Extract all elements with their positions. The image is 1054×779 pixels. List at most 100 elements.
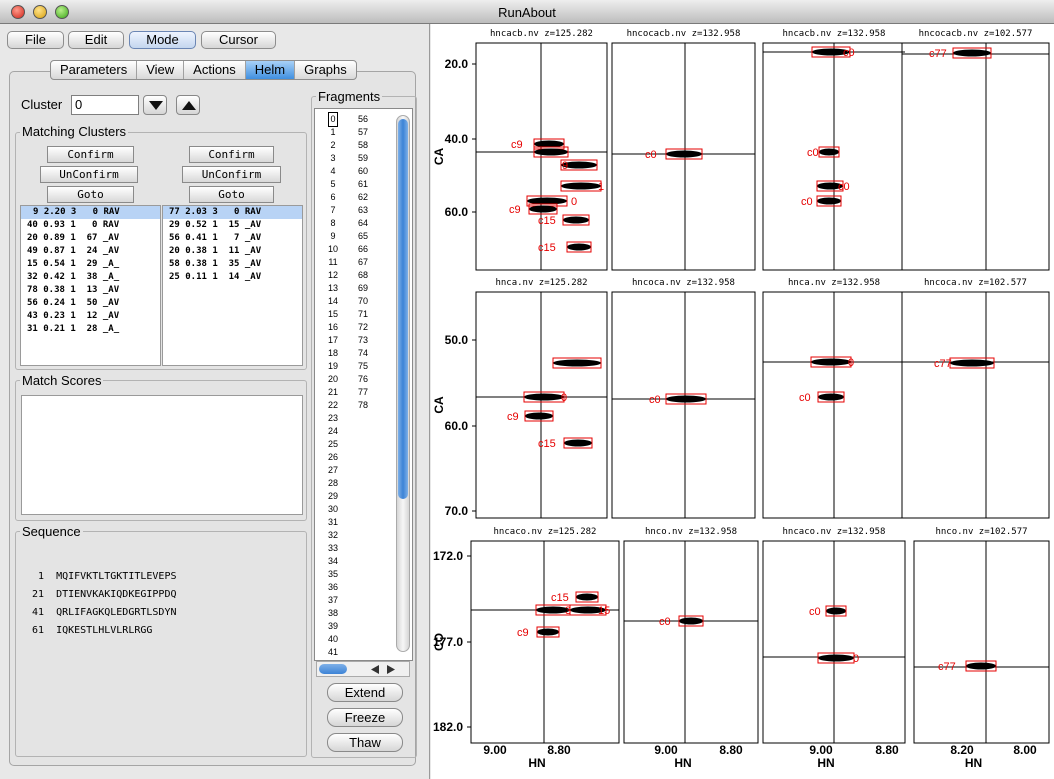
minimize-window-icon[interactable] <box>33 5 47 19</box>
list-item[interactable]: 49 0.87 1 24 _AV <box>27 246 120 256</box>
scrollbar-thumb[interactable] <box>319 664 347 674</box>
fragment-item[interactable]: 18 <box>327 348 338 358</box>
fragment-item[interactable]: 7 <box>330 205 336 215</box>
thaw-button[interactable]: Thaw <box>327 733 403 752</box>
fragment-item[interactable]: 20 <box>327 374 338 384</box>
fragment-item[interactable]: 63 <box>357 205 368 215</box>
fragments-horizontal-scrollbar[interactable] <box>316 661 410 677</box>
list-item[interactable]: 40 0.93 1 0 RAV <box>27 220 120 230</box>
title-bar[interactable]: RunAbout <box>0 0 1054 24</box>
edit-menu-button[interactable]: Edit <box>68 31 124 49</box>
fragment-item[interactable]: 68 <box>357 270 368 280</box>
fragment-item[interactable]: 13 <box>327 283 338 293</box>
fragment-item[interactable]: 77 <box>357 387 368 397</box>
list-item[interactable]: 56 0.41 1 7 _AV <box>169 233 262 243</box>
list-item[interactable]: 58 0.38 1 35 _AV <box>169 259 262 269</box>
fragment-item[interactable]: 5 <box>330 179 336 189</box>
fragment-item[interactable]: 36 <box>327 582 338 592</box>
fragment-item[interactable]: 66 <box>357 244 368 254</box>
close-window-icon[interactable] <box>11 5 25 19</box>
fragment-item[interactable]: 65 <box>357 231 368 241</box>
fragment-item[interactable]: 14 <box>327 296 338 306</box>
fragment-item[interactable]: 38 <box>327 608 338 618</box>
right-goto-button[interactable]: Goto <box>189 186 274 203</box>
fragment-item[interactable]: 58 <box>357 140 368 150</box>
fragment-item[interactable]: 78 <box>357 400 368 410</box>
fragment-item[interactable]: 39 <box>327 621 338 631</box>
fragment-item[interactable]: 71 <box>357 309 368 319</box>
fragment-item[interactable]: 67 <box>357 257 368 267</box>
fragment-item[interactable]: 40 <box>327 634 338 644</box>
scroll-left-arrow-icon[interactable] <box>371 665 379 674</box>
fragment-item[interactable]: 31 <box>327 517 338 527</box>
fragment-item[interactable]: 28 <box>327 478 338 488</box>
cluster-input[interactable]: 0 <box>71 95 139 115</box>
fragments-vertical-scrollbar[interactable] <box>396 115 410 652</box>
fragments-list[interactable]: 0 1 2 3 4 5 6 7 8 9 10 11 12 13 14 15 16 17 18 19 20 21 22 23 24… <box>314 108 413 661</box>
fragment-item[interactable]: 21 <box>327 387 338 397</box>
fragment-item[interactable]: 56 <box>357 114 368 124</box>
cluster-down-button[interactable] <box>143 95 167 115</box>
fragment-item[interactable]: 57 <box>357 127 368 137</box>
fragment-item[interactable]: 9 <box>330 231 336 241</box>
fragment-item[interactable]: 61 <box>357 179 368 189</box>
left-unconfirm-button[interactable]: UnConfirm <box>40 166 138 183</box>
fragment-item[interactable]: 25 <box>327 439 338 449</box>
list-item[interactable]: 25 0.11 1 14 _AV <box>169 272 262 282</box>
left-match-list[interactable]: 9 2.20 3 0 RAV 40 0.93 1 0 RAV 20 0.89 1… <box>20 205 161 366</box>
list-item[interactable]: 9 2.20 3 0 RAV <box>21 206 160 219</box>
list-item[interactable]: 32 0.42 1 38 _A_ <box>27 272 120 282</box>
cursor-menu-button[interactable]: Cursor <box>201 31 276 49</box>
fragment-item[interactable]: 22 <box>327 400 338 410</box>
fragment-item[interactable]: 23 <box>327 413 338 423</box>
fragment-item[interactable]: 35 <box>327 569 338 579</box>
list-item[interactable]: 31 0.21 1 28 _A_ <box>27 324 120 334</box>
fragment-item[interactable]: 1 <box>330 127 336 137</box>
cluster-up-button[interactable] <box>176 95 200 115</box>
fragment-item[interactable]: 33 <box>327 543 338 553</box>
tab-graphs[interactable]: Graphs <box>304 62 347 77</box>
fragment-item[interactable]: 4 <box>330 166 336 176</box>
scrollbar-thumb[interactable] <box>398 119 408 499</box>
fragment-item[interactable]: 26 <box>327 452 338 462</box>
left-confirm-button[interactable]: Confirm <box>47 146 134 163</box>
file-menu-button[interactable]: File <box>7 31 64 49</box>
list-item[interactable]: 56 0.24 1 50 _AV <box>27 298 120 308</box>
list-item[interactable]: 77 2.03 3 0 RAV <box>163 206 302 219</box>
fragment-item[interactable]: 2 <box>330 140 336 150</box>
list-item[interactable]: 20 0.38 1 11 _AV <box>169 246 262 256</box>
fragment-item[interactable]: 29 <box>327 491 338 501</box>
fragment-item[interactable]: 75 <box>357 361 368 371</box>
fragment-item[interactable]: 37 <box>327 595 338 605</box>
fragment-item[interactable]: 16 <box>327 322 338 332</box>
mode-menu-button[interactable]: Mode <box>129 31 196 49</box>
tab-helm[interactable]: Helm <box>245 61 296 79</box>
fragment-item[interactable]: 10 <box>327 244 338 254</box>
fragment-item[interactable]: 74 <box>357 348 368 358</box>
tab-actions[interactable]: Actions <box>184 61 246 79</box>
list-item[interactable]: 29 0.52 1 15 _AV <box>169 220 262 230</box>
fragment-item[interactable]: 11 <box>328 257 338 267</box>
fragment-item[interactable]: 12 <box>327 270 338 280</box>
list-item[interactable]: 20 0.89 1 67 _AV <box>27 233 120 243</box>
fragment-item[interactable]: 19 <box>327 361 338 371</box>
tab-view[interactable]: View <box>137 61 185 79</box>
right-match-list[interactable]: 77 2.03 3 0 RAV 29 0.52 1 15 _AV 56 0.41… <box>162 205 303 366</box>
extend-button[interactable]: Extend <box>327 683 403 702</box>
fragment-item[interactable]: 62 <box>357 192 368 202</box>
right-unconfirm-button[interactable]: UnConfirm <box>182 166 281 183</box>
freeze-button[interactable]: Freeze <box>327 708 403 727</box>
fragment-item[interactable]: 72 <box>357 322 368 332</box>
fragment-item[interactable]: 0 <box>328 112 338 127</box>
fragment-item[interactable]: 76 <box>357 374 368 384</box>
fragment-item[interactable]: 30 <box>327 504 338 514</box>
fragment-item[interactable]: 27 <box>327 465 338 475</box>
fragment-item[interactable]: 15 <box>327 309 338 319</box>
spectra-strips[interactable]: hncacb.nv z=125.282 hncocacb.nv z=132.958… <box>431 24 1054 779</box>
fragment-item[interactable]: 17 <box>327 335 338 345</box>
fragment-item[interactable]: 41 <box>327 647 338 657</box>
fragment-item[interactable]: 73 <box>357 335 368 345</box>
fragment-item[interactable]: 34 <box>327 556 338 566</box>
scroll-right-arrow-icon[interactable] <box>387 665 395 674</box>
list-item[interactable]: 78 0.38 1 13 _AV <box>27 285 120 295</box>
